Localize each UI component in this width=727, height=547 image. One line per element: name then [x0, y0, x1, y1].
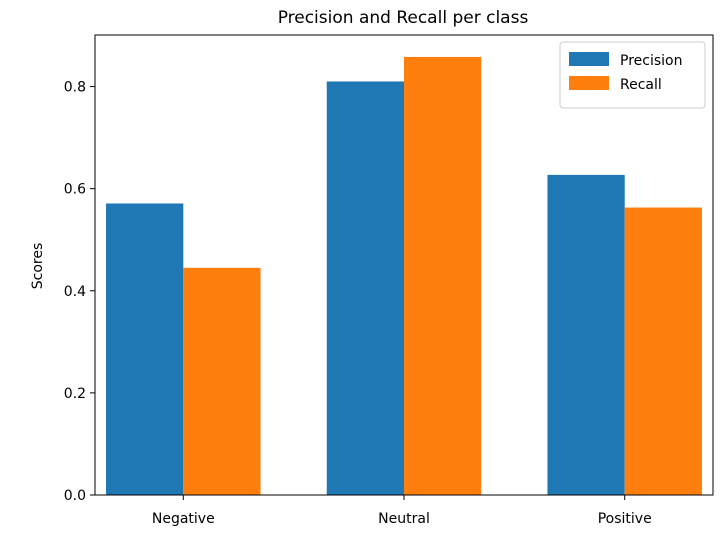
plot-frame	[94, 34, 714, 496]
bar-recall-neutral	[404, 56, 482, 495]
bar-precision-positive	[547, 174, 625, 495]
x-tick-label: Neutral	[378, 511, 430, 527]
y-tick-label: 0.4	[64, 284, 86, 300]
y-tick-label: 0.2	[64, 386, 86, 402]
bar-recall-negative	[183, 267, 261, 495]
y-axis-label: Scores	[30, 243, 46, 290]
legend-swatch-precision	[569, 52, 609, 66]
legend-box	[559, 41, 706, 109]
bar-precision-neutral	[326, 81, 404, 496]
bar-recall-positive	[624, 207, 702, 495]
legend: Precision Recall	[559, 41, 706, 109]
legend-label-recall: Recall	[620, 77, 662, 93]
x-axis: Negative Neutral Positive	[152, 495, 652, 527]
x-tick-label: Negative	[152, 511, 215, 527]
bars-group	[106, 56, 702, 496]
chart-title: Precision and Recall per class	[278, 8, 529, 28]
y-tick-label: 0.8	[64, 80, 86, 96]
y-tick-label: 0.0	[64, 488, 86, 504]
y-axis: 0.0 0.2 0.4 0.6 0.8	[64, 80, 95, 504]
legend-label-precision: Precision	[620, 53, 682, 69]
bar-precision-negative	[106, 203, 184, 496]
legend-swatch-recall	[569, 76, 609, 90]
x-tick-label: Positive	[598, 511, 652, 527]
y-tick-label: 0.6	[64, 182, 86, 198]
